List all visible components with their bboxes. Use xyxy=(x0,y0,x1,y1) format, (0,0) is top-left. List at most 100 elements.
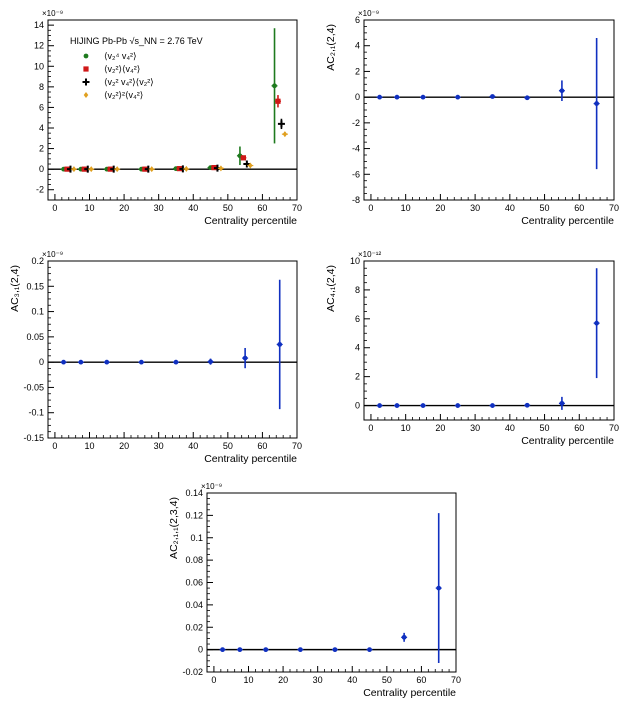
data-point xyxy=(420,94,426,100)
data-point xyxy=(218,165,224,172)
data-point xyxy=(114,166,120,173)
data-point xyxy=(61,359,66,365)
x-tick-label: 60 xyxy=(416,675,426,685)
y-tick-label: 12 xyxy=(34,41,44,51)
x-tick-label: 10 xyxy=(243,675,253,685)
y-tick-label: 8 xyxy=(355,285,360,295)
y-exponent-label: ×10⁻⁹ xyxy=(358,9,379,18)
y-exponent-label: ×10⁻⁹ xyxy=(42,9,63,18)
y-tick-label: 10 xyxy=(34,61,44,71)
data-point xyxy=(220,647,225,653)
plot-frame xyxy=(47,260,298,439)
legend-entry: ⟨v₂²⟩⟨v₄²⟩ xyxy=(104,64,140,74)
y-tick-label: 0 xyxy=(39,357,44,367)
data-point xyxy=(104,359,110,365)
data-point xyxy=(394,403,400,408)
data-point xyxy=(277,120,285,128)
x-tick-label: 70 xyxy=(609,203,619,213)
y-axis-label: AC₂,₁(2,4) xyxy=(325,24,337,71)
y-tick-label: 14 xyxy=(34,20,44,30)
x-axis-label: Centrality percentile xyxy=(363,687,456,699)
x-tick-label: 60 xyxy=(257,203,267,213)
x-tick-label: 40 xyxy=(505,423,515,433)
x-tick-label: 0 xyxy=(52,203,57,213)
x-tick-label: 30 xyxy=(470,203,480,213)
chart-panel-2: 0 10 20 30 40 50 60 70 -8 -6 -4 -2 0 2 4 6×10⁻⁹ Centrali… xyxy=(325,9,619,227)
y-tick-label: 10 xyxy=(350,256,360,266)
data-point xyxy=(240,155,246,161)
y-tick-label: -2 xyxy=(36,185,44,195)
x-tick-label: 20 xyxy=(435,203,445,213)
series-1 xyxy=(64,95,281,172)
y-axis-label: AC₂,₁,₁(2,3,4) xyxy=(168,497,180,559)
x-axis-label: Centrality percentile xyxy=(521,435,614,447)
data-point xyxy=(594,320,600,326)
x-tick-label: 40 xyxy=(505,203,515,213)
x-tick-label: 30 xyxy=(154,441,164,451)
series-2 xyxy=(66,118,285,173)
data-point xyxy=(275,98,281,104)
data-point xyxy=(138,359,144,365)
y-tick-label: -8 xyxy=(352,195,360,205)
data-point xyxy=(332,647,338,653)
data-point xyxy=(83,53,89,59)
x-tick-label: 30 xyxy=(154,203,164,213)
data-point xyxy=(272,83,277,89)
x-tick-label: 20 xyxy=(119,203,129,213)
x-tick-label: 70 xyxy=(609,423,619,433)
data-point xyxy=(71,166,77,173)
x-tick-label: 30 xyxy=(470,423,480,433)
x-axis-label: Centrality percentile xyxy=(521,215,614,227)
chart-title: HIJING Pb-Pb √s_NN = 2.76 TeV xyxy=(70,36,203,46)
y-tick-label: 0.14 xyxy=(185,488,203,498)
y-tick-label: 0.1 xyxy=(31,307,44,317)
y-tick-label: 4 xyxy=(355,41,360,51)
x-tick-label: 0 xyxy=(368,423,373,433)
y-tick-label: -2 xyxy=(352,118,360,128)
data-point xyxy=(184,165,189,172)
data-point xyxy=(455,403,461,408)
data-point xyxy=(263,647,269,653)
y-tick-label: 0 xyxy=(355,92,360,102)
chart-panel-5: 0 10 20 30 40 50 60 70 -0.02 0 0.02 0.04 0.06 0.08 0.1… xyxy=(168,482,461,699)
data-point xyxy=(490,94,495,99)
x-tick-label: 30 xyxy=(313,675,323,685)
y-exponent-label: ×10⁻⁹ xyxy=(42,250,63,259)
x-tick-label: 60 xyxy=(257,441,267,451)
x-tick-label: 10 xyxy=(84,441,94,451)
y-tick-label: 0 xyxy=(355,401,360,411)
x-tick-label: 10 xyxy=(401,423,411,433)
x-tick-label: 60 xyxy=(574,203,584,213)
data-point xyxy=(524,95,530,101)
y-axis-label: AC₃,₁(2,4) xyxy=(9,265,21,312)
y-tick-label: 2 xyxy=(39,144,44,154)
y-tick-label: 4 xyxy=(355,343,360,353)
data-point xyxy=(367,647,372,653)
chart-panel-3: 0 10 20 30 40 50 60 70 -0.15 -0.1 -0.05 0 0.05 0.1 0.1… xyxy=(9,250,302,465)
series-0 xyxy=(60,28,278,172)
y-tick-label: -0.1 xyxy=(28,408,44,418)
x-tick-label: 40 xyxy=(347,675,357,685)
x-tick-label: 70 xyxy=(292,441,302,451)
y-tick-label: 2 xyxy=(355,66,360,76)
x-tick-label: 60 xyxy=(574,423,584,433)
y-tick-label: -0.02 xyxy=(182,667,203,677)
legend-entry: ⟨v₂² v₄²⟩⟨v₂²⟩ xyxy=(104,77,154,87)
x-axis-label: Centrality percentile xyxy=(204,453,297,465)
chart-panel-1: 0 10 20 30 40 50 60 70 -2 0 2 4 6 8 10 12 14 ×10⁻⁹ Central… xyxy=(34,9,302,227)
x-tick-label: 20 xyxy=(435,423,445,433)
data-point xyxy=(394,94,400,100)
x-tick-label: 0 xyxy=(211,675,216,685)
data-point xyxy=(78,359,84,365)
y-axis-label: AC₄,₁(2,4) xyxy=(325,265,337,312)
y-tick-label: 0.2 xyxy=(31,256,44,266)
plot-frame xyxy=(363,19,615,201)
y-tick-label: 0.08 xyxy=(185,555,203,565)
data-point xyxy=(377,94,383,100)
data-point xyxy=(88,166,94,173)
x-tick-label: 0 xyxy=(52,441,57,451)
data-point xyxy=(490,403,495,408)
x-tick-label: 50 xyxy=(223,203,233,213)
data-point xyxy=(82,78,90,86)
